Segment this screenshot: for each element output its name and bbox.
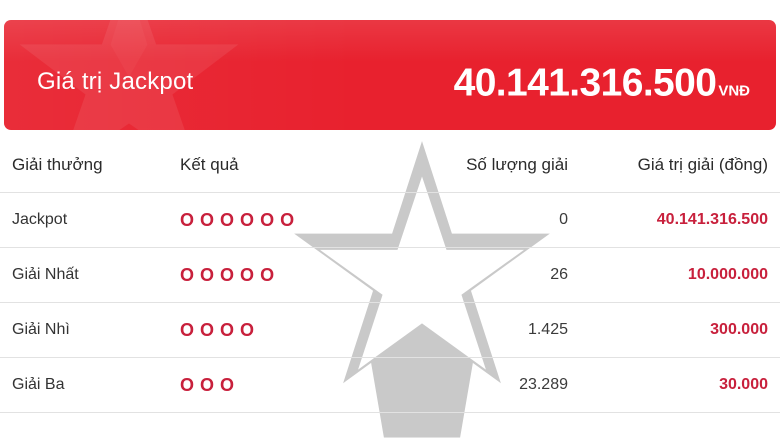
row-count: 26	[550, 266, 568, 283]
table-row: Giải Ba O O O 23.289 30.000	[0, 358, 780, 413]
jackpot-amount: 40.141.316.500	[453, 61, 717, 105]
row-result-cell: O O O O O	[170, 266, 460, 284]
result-ball: O	[260, 265, 275, 285]
result-ball: O	[240, 265, 255, 285]
row-count: 1.425	[527, 321, 568, 338]
jackpot-amount-group: 40.141.316.500 VNĐ	[454, 64, 750, 103]
jackpot-currency: VNĐ	[718, 82, 750, 100]
results-table: Giải thưởng Kết quả Số lượng giải Giá tr…	[0, 138, 780, 413]
table-row: Giải Nhì O O O O 1.425 300.000	[0, 303, 780, 358]
row-value: 30.000	[719, 376, 768, 393]
result-balls: O O O O	[180, 321, 460, 339]
jackpot-banner: Giá trị Jackpot 40.141.316.500 VNĐ	[4, 20, 776, 130]
column-header-prize: Giải thưởng	[12, 155, 103, 174]
jackpot-label: Giá trị Jackpot	[37, 68, 194, 95]
row-count: 23.289	[519, 376, 568, 393]
result-balls: O O O	[180, 376, 460, 394]
result-balls: O O O O O O	[180, 211, 460, 229]
result-ball: O	[240, 320, 255, 340]
result-ball: O	[220, 210, 235, 230]
table-header-row: Giải thưởng Kết quả Số lượng giải Giá tr…	[0, 138, 780, 193]
row-count: 0	[559, 211, 568, 228]
result-ball: O	[180, 210, 195, 230]
row-result-cell: O O O	[170, 376, 460, 394]
row-value: 300.000	[710, 321, 768, 338]
table-row: Jackpot O O O O O O 0 40.141.316.500	[0, 193, 780, 248]
result-ball: O	[280, 210, 295, 230]
row-prize-name: Giải Nhất	[12, 266, 79, 283]
result-balls: O O O O O	[180, 266, 460, 284]
row-result-cell: O O O O	[170, 321, 460, 339]
column-header-value: Giá trị giải (đồng)	[637, 155, 768, 174]
result-ball: O	[220, 320, 235, 340]
result-ball: O	[220, 375, 235, 395]
row-result-cell: O O O O O O	[170, 211, 460, 229]
result-ball: O	[200, 210, 215, 230]
result-ball: O	[220, 265, 235, 285]
row-value: 10.000.000	[687, 266, 768, 283]
result-ball: O	[200, 320, 215, 340]
table-row: Giải Nhất O O O O O 26 10.000.000	[0, 248, 780, 303]
result-ball: O	[180, 265, 195, 285]
result-ball: O	[240, 210, 255, 230]
row-prize-name: Jackpot	[12, 211, 68, 228]
row-prize-name: Giải Ba	[12, 376, 65, 393]
result-ball: O	[180, 320, 195, 340]
result-ball: O	[180, 375, 195, 395]
column-header-count: Số lượng giải	[466, 155, 568, 174]
result-ball: O	[260, 210, 275, 230]
result-ball: O	[200, 375, 215, 395]
column-header-result: Kết quả	[180, 155, 239, 174]
row-value: 40.141.316.500	[656, 211, 768, 228]
row-prize-name: Giải Nhì	[12, 321, 70, 338]
result-ball: O	[200, 265, 215, 285]
